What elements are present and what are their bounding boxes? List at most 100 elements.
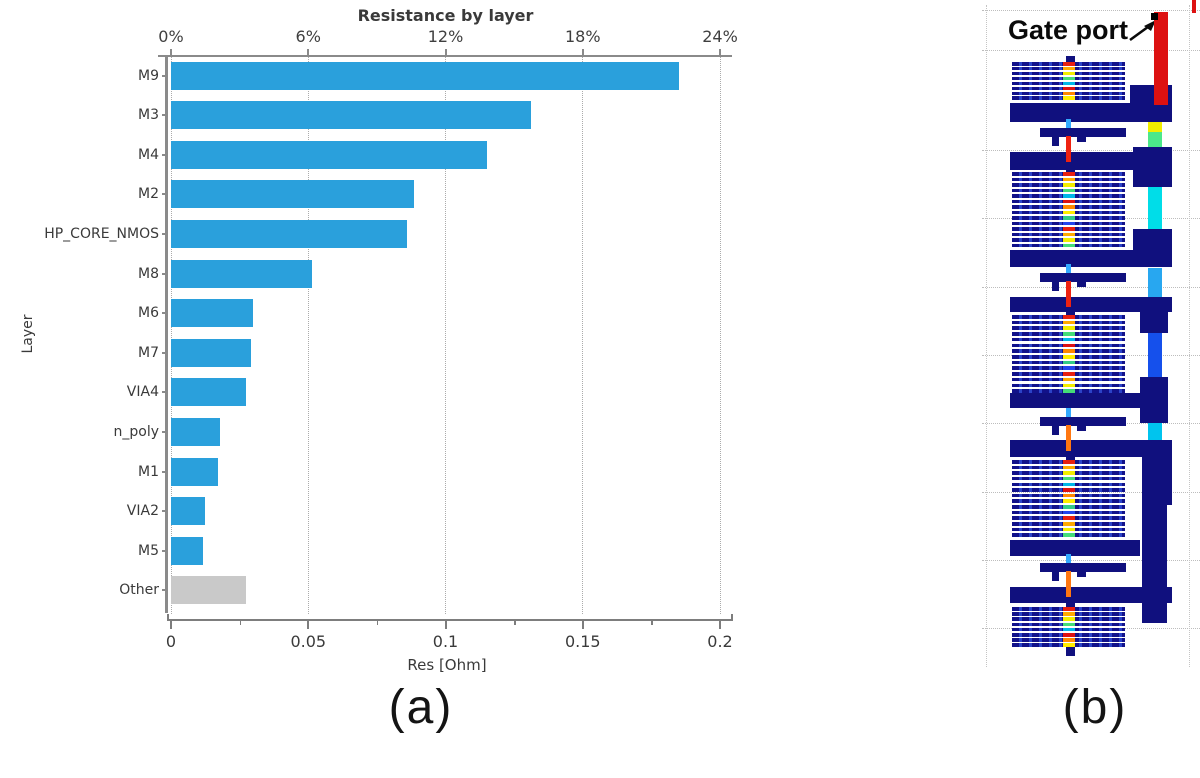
category-tick-mark (162, 74, 167, 77)
bus-bar (1010, 152, 1172, 170)
finger-stripe (1012, 66, 1125, 71)
finger-stripe (1012, 522, 1125, 526)
bottom-axis-minor-tick (239, 620, 242, 625)
category-tick-mark (162, 272, 167, 275)
finger-stripe (1012, 377, 1125, 382)
clip-structure (1040, 554, 1130, 598)
bar-row: M5 (138, 536, 720, 566)
via-speckle (1063, 205, 1075, 209)
via-speckle (1063, 315, 1075, 319)
bus-bar (1010, 587, 1172, 603)
finger-stripe (1012, 205, 1125, 209)
clip-via-line (1066, 136, 1071, 162)
via-speckle (1063, 238, 1075, 242)
finger-stripe (1012, 343, 1125, 348)
via-speckle (1063, 227, 1075, 231)
bar-M1 (171, 457, 218, 486)
bar-M3 (171, 101, 531, 130)
finger-stripe (1012, 326, 1125, 330)
finger-stripe (1012, 199, 1125, 203)
clip-bar (1040, 128, 1126, 137)
gate-port-label: Gate port (1007, 15, 1128, 45)
category-label: HP_CORE_NMOS (44, 225, 159, 242)
category-label: M1 (138, 463, 159, 480)
finger-stripe (1012, 86, 1125, 91)
via-speckle (1063, 366, 1075, 370)
finger-block (1012, 607, 1125, 647)
via-speckle (1063, 633, 1075, 637)
rail-metal-block (1142, 505, 1167, 623)
finger-stripe (1012, 76, 1125, 81)
via-speckle (1063, 71, 1075, 76)
bottom-axis-major-tick (307, 620, 310, 629)
via-speckle (1063, 643, 1075, 647)
via-speckle (1063, 527, 1075, 532)
finger-stripe (1012, 227, 1125, 231)
category-tick-mark (162, 391, 167, 394)
chart-title: Resistance by layer (357, 6, 534, 25)
bottom-axis-minor-tick (651, 620, 653, 625)
finger-center-cap (1066, 601, 1075, 607)
via-speckle (1063, 460, 1075, 464)
grid-dotted-hline (982, 560, 1200, 561)
bus-bar (1010, 540, 1140, 556)
finger-stripe (1012, 188, 1125, 192)
via-speckle (1063, 383, 1075, 388)
bus-bar (1010, 250, 1170, 267)
top-axis-tick-mark (719, 49, 721, 55)
bar-row: M1 (138, 457, 720, 487)
via-speckle (1063, 96, 1075, 100)
finger-center-cap (1066, 56, 1075, 62)
bar-M8 (171, 259, 313, 288)
via-speckle (1063, 627, 1075, 632)
clip-bar (1040, 417, 1126, 426)
bottom-axis-major-tick (581, 620, 584, 629)
clip-stub (1066, 408, 1071, 418)
bottom-axis-tick-label: 0.15 (564, 632, 601, 651)
finger-stripe (1012, 476, 1125, 481)
top-percent-axis: 0% 6% 12% 18% 24% (158, 24, 738, 56)
finger-block (1012, 460, 1125, 537)
bottom-axis-major-tick (444, 620, 447, 629)
finger-stripe (1012, 96, 1125, 100)
finger-stripe (1012, 337, 1125, 342)
category-label: Other (119, 582, 159, 599)
finger-stripe (1012, 488, 1125, 492)
via-speckle (1063, 476, 1075, 481)
category-tick-mark (162, 430, 167, 433)
clip-stub (1066, 119, 1071, 129)
clip-via-line (1066, 281, 1071, 307)
via-speckle (1063, 177, 1075, 181)
finger-stripe (1012, 177, 1125, 181)
via-speckle (1063, 188, 1075, 192)
via-speckle (1063, 326, 1075, 330)
category-tick-mark (162, 510, 167, 513)
category-tick-mark (162, 549, 167, 552)
finger-stripe (1012, 643, 1125, 647)
finger-stripe (1012, 366, 1125, 370)
via-speckle (1063, 622, 1075, 627)
bar-row: M6 (138, 298, 720, 328)
finger-stripe (1012, 533, 1125, 537)
finger-stripe (1012, 499, 1125, 503)
via-speckle (1063, 533, 1075, 537)
finger-stripe (1012, 232, 1125, 236)
bottom-nub (1066, 647, 1075, 656)
finger-stripe (1012, 315, 1125, 319)
via-speckle (1063, 505, 1075, 509)
rail-current-segment (1148, 268, 1162, 297)
bottom-axis-endcap (731, 614, 733, 620)
clip-structure (1040, 408, 1130, 452)
via-speckle (1063, 343, 1075, 348)
bar-M7 (171, 338, 251, 367)
bar-n_poly (171, 417, 221, 446)
via-speckle (1063, 355, 1075, 359)
bottom-axis-minor-tick (376, 620, 379, 625)
bus-bar (1010, 440, 1172, 457)
via-speckle (1063, 243, 1075, 247)
via-speckle (1063, 337, 1075, 342)
via-speckle (1063, 516, 1075, 520)
via-speckle (1063, 221, 1075, 225)
bus-bar (1010, 297, 1172, 312)
bar-row: M7 (138, 338, 720, 368)
